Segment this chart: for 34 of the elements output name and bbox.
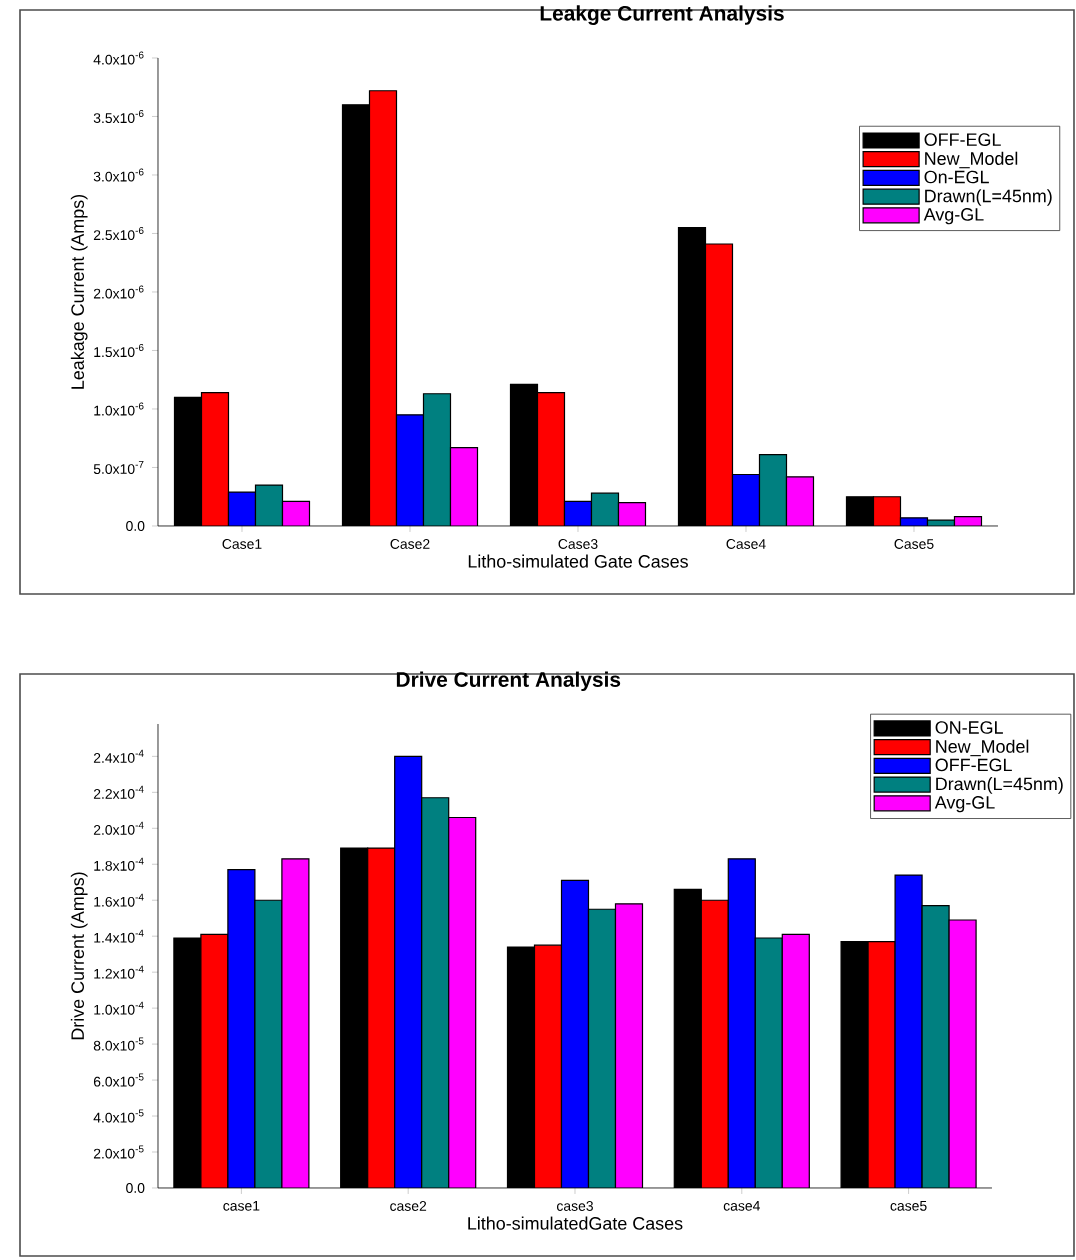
bar bbox=[561, 880, 589, 1188]
chart-title: Leakge Current Analysis bbox=[540, 5, 784, 25]
legend-label: New_Model bbox=[925, 151, 1018, 169]
legend-label: OFF-EGL bbox=[935, 758, 1012, 772]
bar bbox=[227, 869, 255, 1188]
bar bbox=[534, 945, 562, 1188]
bar bbox=[282, 501, 310, 526]
legend-label: Drawn(L=45nm) bbox=[925, 189, 1052, 206]
bar bbox=[728, 858, 756, 1188]
bar bbox=[200, 934, 228, 1188]
legend-label: Drawn(L=45nm) bbox=[936, 777, 1063, 794]
legend-label: New_Model bbox=[936, 739, 1029, 757]
chart-title: Drive Current Analysis bbox=[396, 671, 621, 692]
legend-label: ON-EGL bbox=[935, 721, 1003, 734]
bar bbox=[394, 756, 422, 1188]
bar bbox=[564, 501, 592, 526]
bar bbox=[894, 874, 923, 1188]
y-axis-title: Drive Current (Amps) bbox=[70, 872, 88, 1040]
bar bbox=[786, 476, 814, 526]
bar bbox=[732, 474, 760, 526]
bar bbox=[618, 502, 646, 526]
bar bbox=[396, 414, 424, 526]
y-axis-title: Leakage Current (Amps) bbox=[70, 194, 88, 389]
x-axis-title: Litho-simulatedGate Cases bbox=[468, 1216, 683, 1230]
legend-label: Avg-GL bbox=[923, 208, 984, 225]
legend-label: Avg-GL bbox=[934, 796, 995, 813]
bar bbox=[701, 900, 729, 1188]
bar bbox=[450, 447, 478, 526]
legend-label: On-EGL bbox=[924, 170, 989, 184]
bar bbox=[867, 941, 896, 1188]
bar bbox=[228, 492, 256, 526]
bar bbox=[367, 848, 395, 1188]
x-axis-title: Litho-simulated Gate Cases bbox=[468, 554, 688, 568]
legend-label: OFF-EGL bbox=[924, 133, 1001, 146]
